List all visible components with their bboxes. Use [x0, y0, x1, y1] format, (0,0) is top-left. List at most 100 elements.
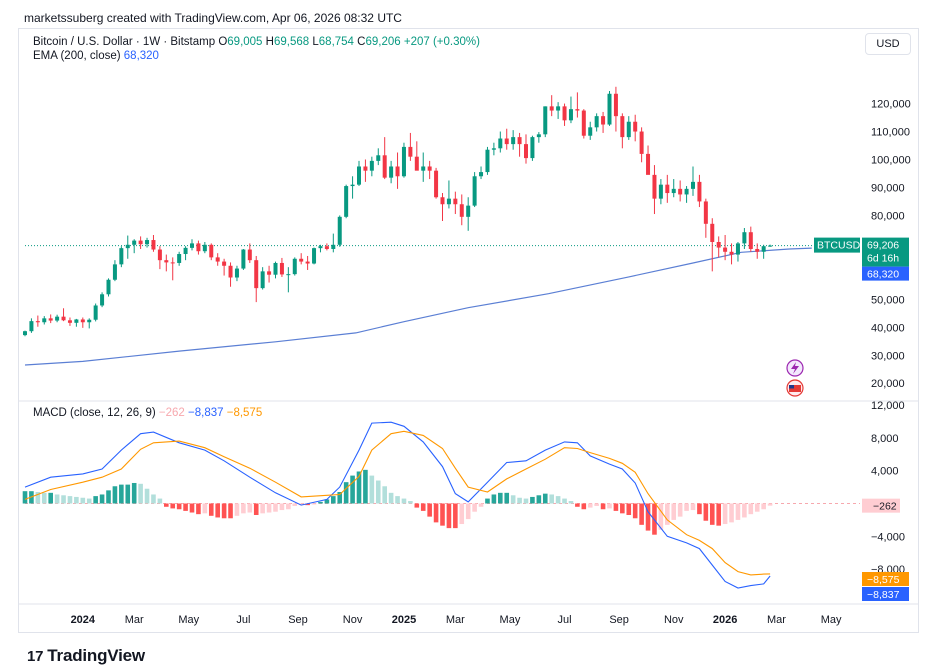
candle-body[interactable] — [729, 251, 734, 255]
candle-body[interactable] — [395, 166, 400, 177]
candle-body[interactable] — [48, 318, 53, 321]
tradingview-logo[interactable]: 17 TradingView — [27, 646, 145, 666]
candle-body[interactable] — [279, 262, 284, 275]
candle-body[interactable] — [138, 240, 143, 245]
candle-body[interactable] — [67, 320, 72, 323]
candle-body[interactable] — [286, 274, 291, 276]
symbol-title[interactable]: Bitcoin / U.S. Dollar · 1W · Bitstamp — [33, 36, 216, 48]
candle-body[interactable] — [658, 184, 663, 199]
candle-body[interactable] — [684, 188, 689, 195]
candle-body[interactable] — [344, 186, 349, 217]
candle-body[interactable] — [652, 174, 657, 199]
candle-body[interactable] — [639, 131, 644, 154]
candle-body[interactable] — [607, 93, 612, 125]
candle-body[interactable] — [646, 153, 651, 175]
candle-body[interactable] — [536, 134, 541, 138]
candle-body[interactable] — [55, 316, 60, 321]
candle-body[interactable] — [703, 201, 708, 224]
candle-body[interactable] — [112, 264, 117, 280]
candle-body[interactable] — [543, 106, 548, 135]
candle-body[interactable] — [106, 279, 111, 295]
candle-body[interactable] — [594, 116, 599, 128]
candle-body[interactable] — [376, 155, 381, 161]
candle-body[interactable] — [434, 170, 439, 198]
candle-body[interactable] — [517, 137, 522, 145]
candle-body[interactable] — [678, 188, 683, 195]
candle-body[interactable] — [273, 262, 278, 275]
candle-body[interactable] — [132, 240, 137, 245]
candle-body[interactable] — [170, 262, 175, 264]
symbol-price-tag[interactable] — [814, 237, 860, 253]
candle-body[interactable] — [35, 321, 40, 323]
candle-body[interactable] — [427, 166, 432, 171]
candle-body[interactable] — [446, 198, 451, 205]
candle-body[interactable] — [768, 245, 773, 247]
candle-body[interactable] — [459, 204, 464, 217]
candle-body[interactable] — [80, 319, 85, 323]
candle-body[interactable] — [254, 260, 259, 289]
candle-body[interactable] — [491, 148, 496, 150]
candle-body[interactable] — [472, 176, 477, 206]
macd-legend[interactable]: MACD (close, 12, 26, 9) −262 −8,837 −8,5… — [33, 407, 262, 419]
candle-body[interactable] — [331, 244, 336, 249]
candle-body[interactable] — [440, 197, 445, 205]
candle-body[interactable] — [93, 305, 98, 320]
candle-body[interactable] — [234, 268, 239, 278]
ema-legend[interactable]: EMA (200, close) 68,320 — [33, 50, 159, 62]
candle-body[interactable] — [369, 160, 374, 171]
candle-body[interactable] — [755, 248, 760, 252]
candle-body[interactable] — [29, 321, 34, 332]
candle-body[interactable] — [562, 106, 567, 121]
candle-body[interactable] — [87, 319, 92, 323]
candle-body[interactable] — [267, 271, 272, 275]
candle-body[interactable] — [247, 249, 252, 261]
candle-body[interactable] — [292, 258, 297, 275]
candle-body[interactable] — [337, 216, 342, 245]
candle-body[interactable] — [633, 121, 638, 132]
candle-body[interactable] — [742, 232, 747, 244]
currency-button[interactable]: USD — [865, 33, 911, 55]
candle-body[interactable] — [710, 223, 715, 242]
candle-body[interactable] — [479, 172, 484, 177]
candle-body[interactable] — [511, 137, 516, 145]
candle-body[interactable] — [389, 166, 394, 178]
candle-body[interactable] — [723, 247, 728, 252]
candle-body[interactable] — [74, 319, 79, 323]
candle-body[interactable] — [414, 156, 419, 171]
candle-body[interactable] — [145, 240, 150, 245]
candle-body[interactable] — [183, 247, 188, 255]
candle-body[interactable] — [350, 184, 355, 187]
candle-body[interactable] — [222, 261, 227, 266]
candle-body[interactable] — [202, 244, 207, 252]
candle-body[interactable] — [357, 166, 361, 185]
candle-body[interactable] — [620, 116, 625, 138]
candle-body[interactable] — [524, 144, 528, 159]
candle-body[interactable] — [581, 110, 586, 136]
candle-body[interactable] — [312, 248, 317, 264]
candle-body[interactable] — [421, 166, 426, 171]
candle-body[interactable] — [228, 265, 233, 278]
candle-body[interactable] — [665, 184, 670, 194]
candle-body[interactable] — [164, 260, 169, 263]
candle-body[interactable] — [748, 232, 753, 249]
candle-body[interactable] — [125, 244, 130, 249]
candle-body[interactable] — [299, 258, 304, 262]
candle-body[interactable] — [318, 246, 323, 249]
candle-body[interactable] — [466, 205, 471, 217]
candle-body[interactable] — [363, 166, 368, 171]
candle-body[interactable] — [23, 331, 27, 336]
candle-body[interactable] — [601, 116, 606, 125]
candle-body[interactable] — [100, 294, 105, 306]
candle-body[interactable] — [382, 155, 387, 178]
candle-body[interactable] — [530, 137, 535, 159]
candle-body[interactable] — [485, 149, 490, 173]
candle-body[interactable] — [408, 146, 413, 157]
candle-body[interactable] — [735, 243, 740, 255]
candle-body[interactable] — [241, 249, 246, 269]
candle-body[interactable] — [504, 138, 509, 145]
candle-body[interactable] — [157, 249, 162, 261]
candle-body[interactable] — [196, 243, 201, 252]
candle-body[interactable] — [151, 240, 156, 250]
candle-body[interactable] — [671, 188, 676, 194]
